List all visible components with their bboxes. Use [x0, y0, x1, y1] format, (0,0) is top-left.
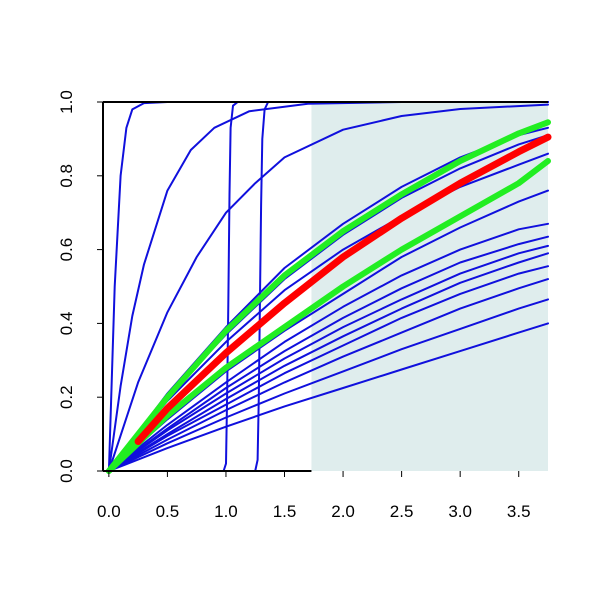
- series-line-green-18: [105, 119, 551, 474]
- x-tick-label: 3.5: [507, 502, 531, 521]
- y-tick-label: 0.4: [57, 312, 76, 336]
- x-tick-label: 0.0: [97, 502, 121, 521]
- series-line-blue-4: [107, 101, 549, 472]
- y-axis: 0.0 0.2 0.4 0.6 0.8 1.0: [57, 90, 103, 483]
- y-tick-label: 0.6: [57, 238, 76, 262]
- x-tick-label: 1.0: [214, 502, 238, 521]
- y-tick-label: 0.0: [57, 459, 76, 483]
- x-tick-label: 2.5: [390, 502, 414, 521]
- series-line-red-20: [134, 133, 552, 445]
- series-line-blue-5: [107, 101, 549, 472]
- series-line-blue-12: [107, 265, 549, 472]
- series-line-blue-13: [107, 278, 549, 472]
- series-line-green-19: [105, 158, 551, 474]
- series-line-blue-2: [107, 101, 549, 472]
- series-line-blue-8: [107, 222, 549, 472]
- y-tick-label: 0.2: [57, 385, 76, 409]
- y-tick-label: 1.0: [57, 90, 76, 114]
- x-tick-label: 3.0: [448, 502, 472, 521]
- x-tick-label: 2.0: [331, 502, 355, 521]
- y-tick-label: 0.8: [57, 164, 76, 188]
- series-line-blue-10: [107, 244, 549, 472]
- series-line-blue-15: [107, 322, 549, 472]
- x-tick-label: 0.5: [156, 502, 180, 521]
- series-line-blue-6: [107, 152, 549, 472]
- series-line-blue-3: [107, 103, 549, 472]
- series-line-blue-11: [107, 252, 549, 472]
- series-line-blue-9: [107, 235, 549, 472]
- series-line-blue-14: [107, 298, 549, 472]
- series-layer: [105, 101, 552, 474]
- x-axis: 0.0 0.5 1.0 1.5 2.0 2.5 3.0 3.5: [97, 471, 531, 521]
- x-tick-label: 1.5: [273, 502, 297, 521]
